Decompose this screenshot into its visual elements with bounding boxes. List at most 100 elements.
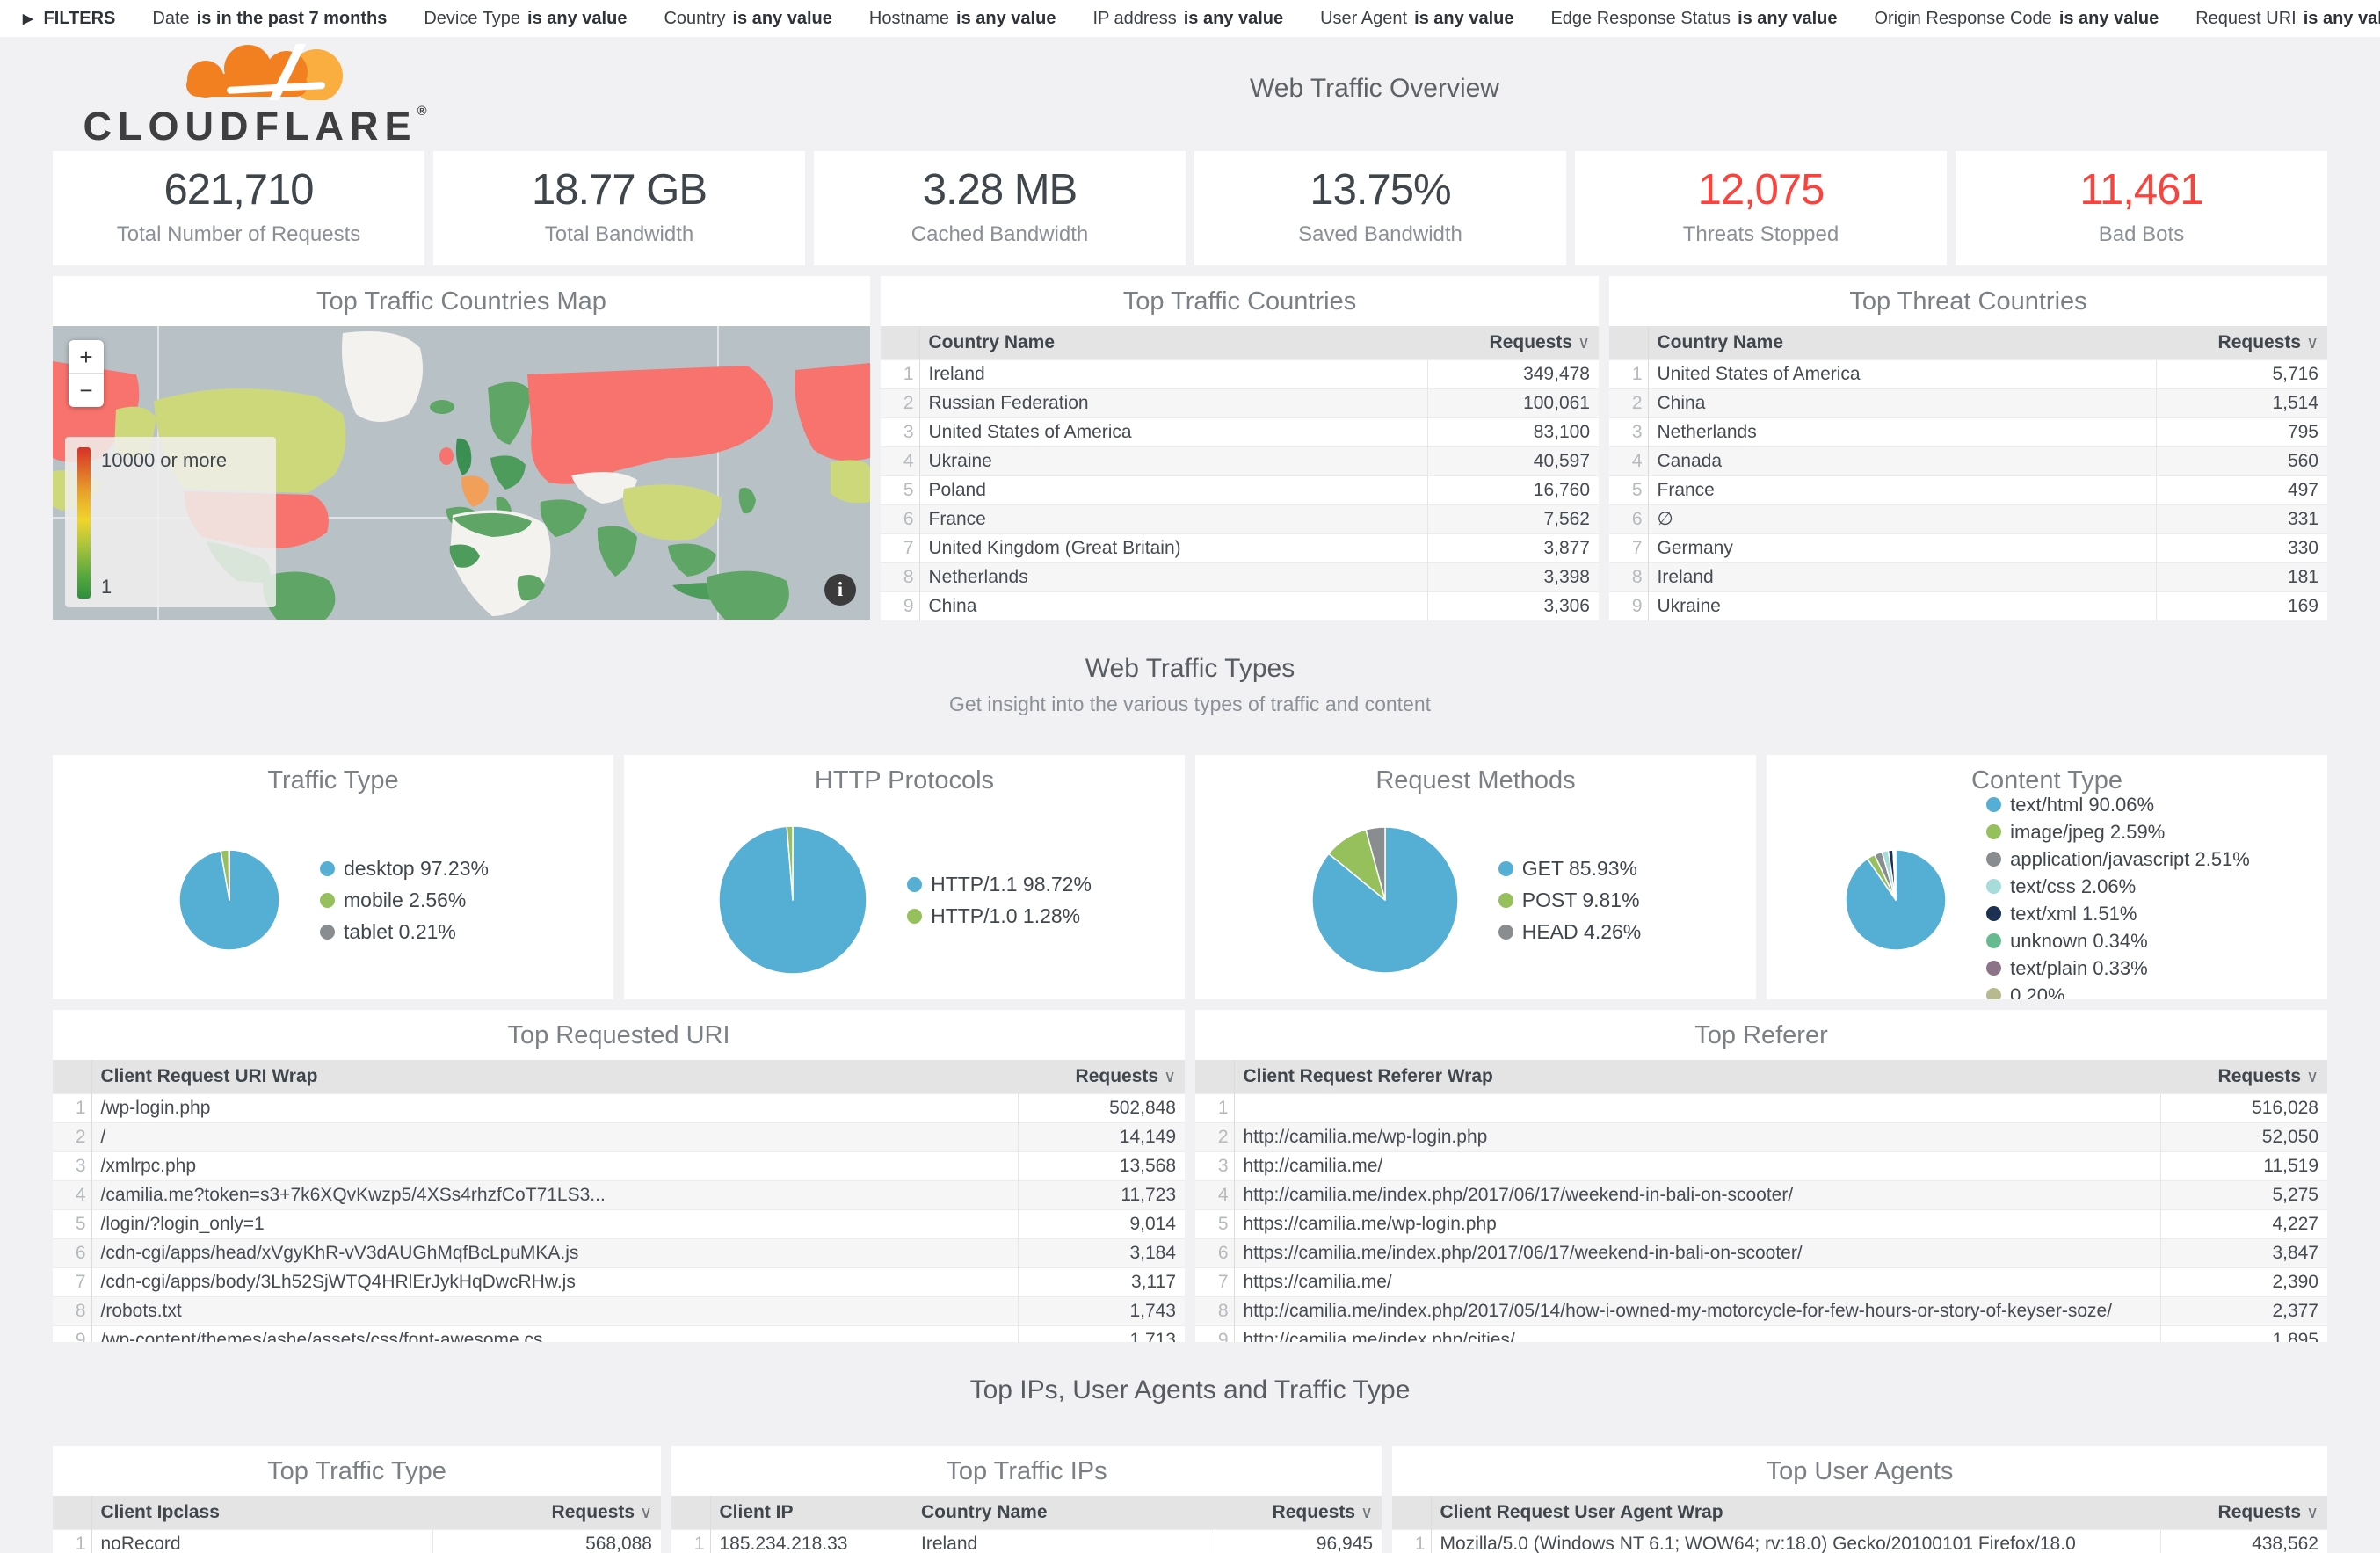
legend-item[interactable]: mobile 2.56% [320, 889, 489, 912]
table-cell[interactable]: Germany [1648, 534, 2156, 563]
table-row[interactable]: 7/cdn-cgi/apps/body/3Lh52SjWTQ4HRlErJykH… [53, 1268, 1185, 1297]
table-cell[interactable]: Ukraine [919, 447, 1427, 476]
sort-chevron-icon[interactable]: ∨ [2306, 1068, 2318, 1086]
legend-item[interactable]: tablet 0.21% [320, 920, 489, 944]
table-cell[interactable]: 100,061 [1427, 389, 1599, 418]
legend-item[interactable]: application/javascript 2.51% [1986, 848, 2250, 871]
table-cell[interactable]: Mozilla/5.0 (Windows NT 6.1; WOW64; rv:1… [1431, 1530, 2160, 1553]
column-header[interactable]: Client Request URI Wrap [91, 1060, 1018, 1094]
table-cell[interactable]: https://camilia.me/index.php/2017/06/17/… [1234, 1239, 2160, 1268]
column-header[interactable]: Requests∨ [2156, 326, 2327, 360]
legend-item[interactable]: POST 9.81% [1498, 889, 1642, 912]
table-cell[interactable]: /wp-content/themes/ashe/assets/css/font-… [91, 1326, 1018, 1343]
legend-item[interactable]: HTTP/1.0 1.28% [907, 904, 1092, 928]
column-header[interactable]: Requests∨ [432, 1496, 661, 1530]
sort-chevron-icon[interactable]: ∨ [2306, 334, 2318, 352]
table-cell[interactable]: https://camilia.me/wp-login.php [1234, 1210, 2160, 1239]
column-header[interactable]: Client Request Referer Wrap [1234, 1060, 2160, 1094]
table-cell[interactable]: 9,014 [1018, 1210, 1185, 1239]
column-header[interactable]: Requests∨ [1018, 1060, 1185, 1094]
sort-chevron-icon[interactable]: ∨ [1578, 334, 1590, 352]
table-cell[interactable]: Ukraine [1648, 592, 2156, 621]
table-cell[interactable]: 1,713 [1018, 1326, 1185, 1343]
table-cell[interactable]: /login/?login_only=1 [91, 1210, 1018, 1239]
zoom-in-button[interactable]: + [69, 340, 104, 374]
table-cell[interactable]: /robots.txt [91, 1297, 1018, 1326]
table-cell[interactable]: China [1648, 389, 2156, 418]
table-row[interactable]: 6∅331 [1609, 505, 2327, 534]
table-cell[interactable]: 438,562 [2160, 1530, 2327, 1553]
table-cell[interactable]: 5,275 [2160, 1181, 2327, 1210]
sort-chevron-icon[interactable]: ∨ [1361, 1504, 1373, 1522]
table-cell[interactable]: United States of America [919, 418, 1427, 447]
table-cell[interactable]: 52,050 [2160, 1123, 2327, 1152]
table-cell[interactable]: /camilia.me?token=s3+7k6XQvKwzp5/4XSs4rh… [91, 1181, 1018, 1210]
column-header[interactable]: Country Name [1648, 326, 2156, 360]
table-cell[interactable]: 2,377 [2160, 1297, 2327, 1326]
filters-toggle[interactable]: ▶ FILTERS [23, 9, 115, 29]
map-info-button[interactable]: i [824, 574, 856, 606]
table-cell[interactable]: /xmlrpc.php [91, 1152, 1018, 1181]
sort-chevron-icon[interactable]: ∨ [2306, 1504, 2318, 1522]
legend-item[interactable]: HEAD 4.26% [1498, 920, 1642, 944]
table-cell[interactable]: 330 [2156, 534, 2327, 563]
table-cell[interactable]: 3,847 [2160, 1239, 2327, 1268]
world-map[interactable]: + − 10000 or more 1 i [53, 326, 870, 620]
column-header[interactable]: Requests∨ [2160, 1060, 2327, 1094]
legend-item[interactable]: 0.20% [1986, 984, 2250, 1000]
sort-chevron-icon[interactable]: ∨ [1164, 1068, 1176, 1086]
table-cell[interactable]: 568,088 [432, 1530, 661, 1553]
table-cell[interactable]: 16,760 [1427, 476, 1599, 505]
table-cell[interactable]: 3,306 [1427, 592, 1599, 621]
table-cell[interactable]: 169 [2156, 592, 2327, 621]
table-row[interactable]: 4/camilia.me?token=s3+7k6XQvKwzp5/4XSs4r… [53, 1181, 1185, 1210]
column-header[interactable]: Client Ipclass [91, 1496, 432, 1530]
legend-item[interactable]: HTTP/1.1 98.72% [907, 873, 1092, 896]
table-cell[interactable]: 2,390 [2160, 1268, 2327, 1297]
legend-item[interactable]: desktop 97.23% [320, 857, 489, 881]
table-cell[interactable]: / [91, 1123, 1018, 1152]
table-cell[interactable]: 795 [2156, 418, 2327, 447]
table-cell[interactable]: /wp-login.php [91, 1094, 1018, 1123]
zoom-out-button[interactable]: − [69, 374, 104, 407]
table-cell[interactable]: 3,398 [1427, 563, 1599, 592]
table-cell[interactable]: http://camilia.me/ [1234, 1152, 2160, 1181]
table-cell[interactable]: United Kingdom (Great Britain) [919, 534, 1427, 563]
legend-item[interactable]: text/xml 1.51% [1986, 903, 2250, 925]
legend-item[interactable]: text/html 90.06% [1986, 794, 2250, 816]
column-header[interactable]: Requests∨ [1427, 326, 1599, 360]
table-cell[interactable]: 516,028 [2160, 1094, 2327, 1123]
table-cell[interactable]: United States of America [1648, 360, 2156, 389]
table-cell[interactable]: http://camilia.me/index.php/2017/06/17/w… [1234, 1181, 2160, 1210]
table-cell[interactable]: 560 [2156, 447, 2327, 476]
legend-item[interactable]: unknown 0.34% [1986, 930, 2250, 953]
table-cell[interactable]: Ireland [919, 360, 1427, 389]
